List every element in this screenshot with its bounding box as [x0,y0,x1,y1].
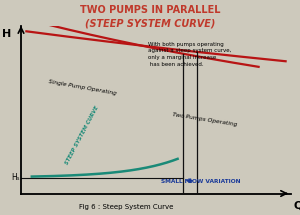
Text: Fig 6 : Steep System Curve: Fig 6 : Steep System Curve [79,204,173,210]
Text: Hₛ: Hₛ [11,173,20,182]
Text: SMALL FLOW VARIATION: SMALL FLOW VARIATION [161,179,241,184]
Text: Two Pumps Operating: Two Pumps Operating [172,112,238,127]
Text: (STEEP SYSTEM CURVE): (STEEP SYSTEM CURVE) [85,18,215,28]
Text: TWO PUMPS IN PARALLEL: TWO PUMPS IN PARALLEL [80,5,220,15]
Text: Q: Q [294,200,300,210]
Text: Single Pump Operating: Single Pump Operating [48,79,117,95]
Text: H: H [2,29,11,39]
Text: With both pumps operating
against a steep system curve,
only a marginal increase: With both pumps operating against a stee… [148,42,231,67]
Text: STEEP SYSTEM CURVE: STEEP SYSTEM CURVE [64,105,100,166]
